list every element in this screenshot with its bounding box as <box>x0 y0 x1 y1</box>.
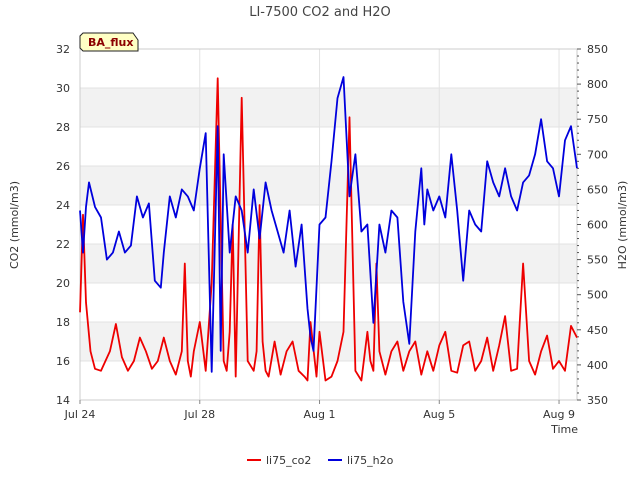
y2-tick-label: 550 <box>587 254 608 267</box>
x-tick-label: Aug 1 <box>304 408 336 421</box>
y-axis-ticks: 14 16 18 20 22 24 26 28 30 32 <box>56 43 70 407</box>
badge-label: BA_flux <box>88 36 133 49</box>
y2-axis-label: H2O (mmol/m3) <box>616 181 629 270</box>
y2-tick-label: 450 <box>587 324 608 337</box>
legend-label-h2o: li75_h2o <box>347 454 394 467</box>
x-axis-label: Time <box>550 423 578 436</box>
x-tick-label: Jul 24 <box>64 408 96 421</box>
series-layer <box>79 76 578 382</box>
y2-tick-label: 600 <box>587 219 608 232</box>
x-tick-label: Jul 28 <box>183 408 215 421</box>
y-tick-label: 26 <box>56 160 70 173</box>
y2-tick-label: 750 <box>587 113 608 126</box>
y-tick-label: 30 <box>56 82 70 95</box>
y-tick-label: 32 <box>56 43 70 56</box>
background-bands <box>80 88 577 361</box>
x-axis-ticks: Jul 24 Jul 28 Aug 1 Aug 5 Aug 9 <box>64 400 575 421</box>
y-tick-label: 24 <box>56 199 70 212</box>
x-tick-label: Aug 5 <box>423 408 455 421</box>
legend: li75_co2 li75_h2o <box>247 454 394 467</box>
y2-tick-label: 350 <box>587 394 608 407</box>
y-tick-label: 20 <box>56 277 70 290</box>
y-tick-label: 28 <box>56 121 70 134</box>
y2-axis-ticks: 350 400 450 500 550 600 650 700 750 800 850 <box>577 43 608 407</box>
legend-label-co2: li75_co2 <box>266 454 311 467</box>
y-tick-label: 16 <box>56 355 70 368</box>
y-tick-label: 18 <box>56 316 70 329</box>
y2-tick-label: 700 <box>587 148 608 161</box>
y-axis-label: CO2 (mmol/m3) <box>8 181 21 269</box>
chart-title: LI-7500 CO2 and H2O <box>249 5 391 20</box>
series-line-li75_co2 <box>79 77 578 382</box>
y2-tick-label: 850 <box>587 43 608 56</box>
y2-tick-label: 800 <box>587 78 608 91</box>
y2-tick-label: 400 <box>587 359 608 372</box>
badge-shape <box>79 32 139 52</box>
series-line-li75_h2o <box>79 76 578 373</box>
ba-flux-badge: BA_flux <box>79 32 139 52</box>
y2-tick-label: 500 <box>587 289 608 302</box>
y-tick-label: 14 <box>56 394 70 407</box>
band-28 <box>80 88 577 127</box>
y-tick-label: 22 <box>56 238 70 251</box>
y2-tick-label: 650 <box>587 183 608 196</box>
x-tick-label: Aug 9 <box>543 408 575 421</box>
